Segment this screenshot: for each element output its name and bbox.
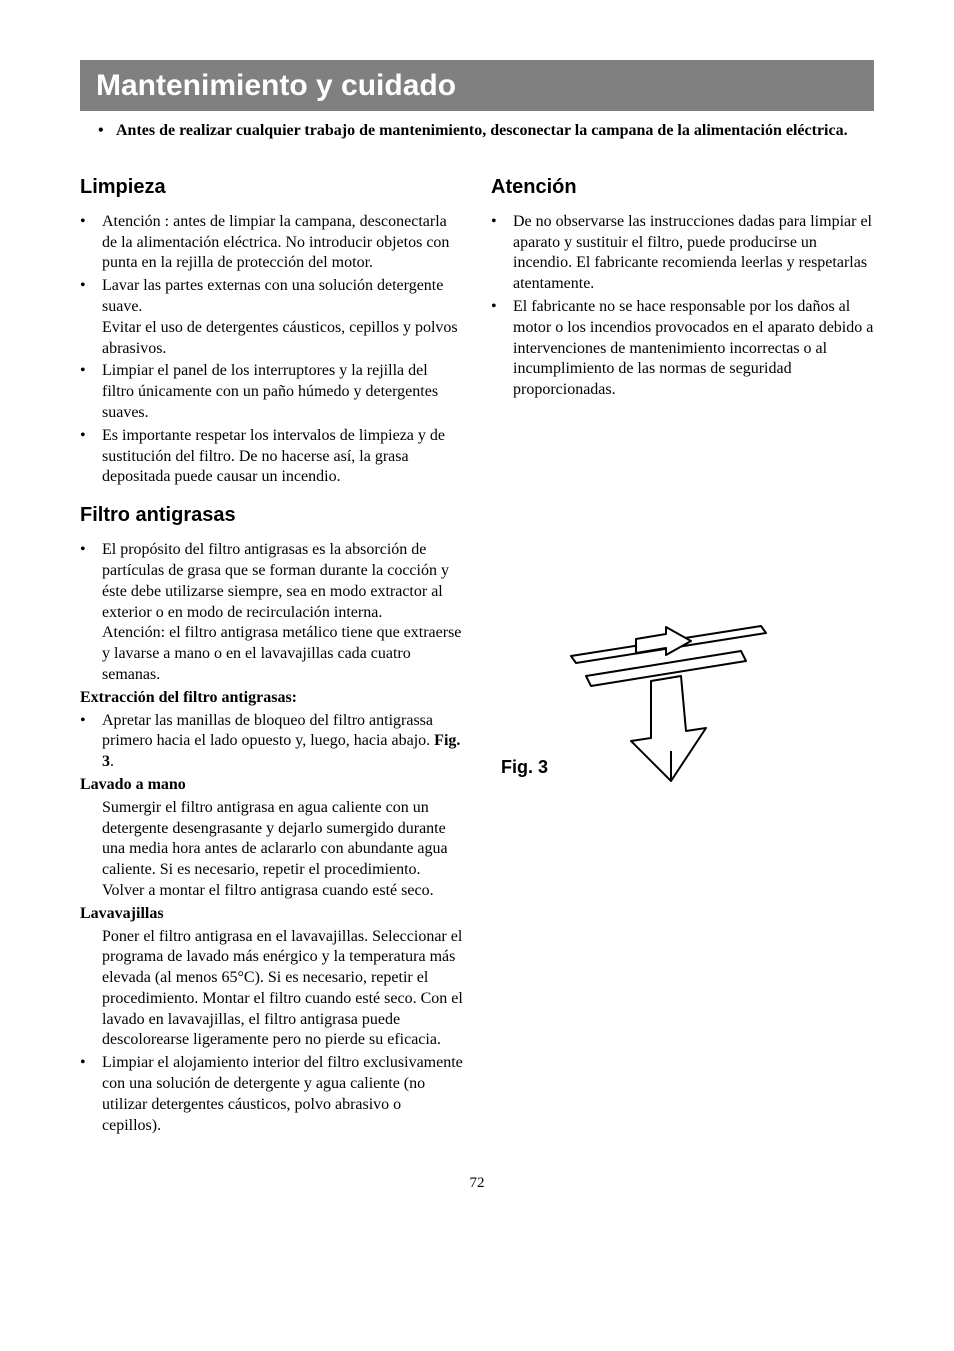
- list-item: • El propósito del filtro antigrasas es …: [80, 540, 463, 686]
- lavado-heading: Lavado a mano: [80, 775, 463, 796]
- intro-text: Antes de realizar cualquier trabajo de m…: [116, 121, 848, 142]
- bullet-dot: •: [80, 711, 102, 773]
- lavavajillas-text: Poner el filtro antigrasa en el lavavaji…: [80, 927, 463, 1052]
- limpieza-item: Limpiar el panel de los interruptores y …: [102, 361, 463, 423]
- filtro-intro: El propósito del filtro antigrasas es la…: [102, 540, 463, 686]
- figure-3: Fig. 3: [491, 621, 874, 801]
- extraccion-text: Apretar las manillas de bloqueo del filt…: [102, 711, 463, 773]
- bullet-dot: •: [491, 212, 513, 295]
- figure-label: Fig. 3: [501, 756, 548, 779]
- list-item: • Lavar las partes externas con una solu…: [80, 276, 463, 359]
- atencion-list: • De no observarse las instrucciones dad…: [491, 212, 874, 401]
- list-item: • De no observarse las instrucciones dad…: [491, 212, 874, 295]
- lavavajillas-heading: Lavavajillas: [80, 904, 463, 925]
- list-item: • El fabricante no se hace responsable p…: [491, 297, 874, 401]
- bullet-dot: •: [80, 361, 102, 423]
- page-title-bar: Mantenimiento y cuidado: [80, 60, 874, 111]
- right-column: Atención • De no observarse las instrucc…: [491, 160, 874, 1139]
- content-columns: Limpieza • Atención : antes de limpiar l…: [80, 160, 874, 1139]
- lavado-text: Sumergir el filtro antigrasa en agua cal…: [80, 798, 463, 902]
- intro-warning: • Antes de realizar cualquier trabajo de…: [80, 121, 874, 142]
- extraccion-heading: Extracción del filtro antigrasas:: [80, 688, 463, 709]
- limpiar-list: • Limpiar el alojamiento interior del fi…: [80, 1053, 463, 1136]
- bullet-dot: •: [80, 276, 102, 359]
- list-item: • Apretar las manillas de bloqueo del fi…: [80, 711, 463, 773]
- filtro-intro-list: • El propósito del filtro antigrasas es …: [80, 540, 463, 686]
- list-item: • Limpiar el alojamiento interior del fi…: [80, 1053, 463, 1136]
- filtro-heading: Filtro antigrasas: [80, 502, 463, 528]
- bullet-dot: •: [98, 121, 116, 142]
- list-item: • Limpiar el panel de los interruptores …: [80, 361, 463, 423]
- list-item: • Atención : antes de limpiar la campana…: [80, 212, 463, 274]
- bullet-dot: •: [80, 426, 102, 488]
- bullet-dot: •: [80, 540, 102, 686]
- left-column: Limpieza • Atención : antes de limpiar l…: [80, 160, 463, 1139]
- atencion-item: El fabricante no se hace responsable por…: [513, 297, 874, 401]
- extraccion-body: Apretar las manillas de bloqueo del filt…: [102, 712, 434, 750]
- limpieza-heading: Limpieza: [80, 174, 463, 200]
- bullet-dot: •: [491, 297, 513, 401]
- extraccion-list: • Apretar las manillas de bloqueo del fi…: [80, 711, 463, 773]
- page-number: 72: [80, 1174, 874, 1194]
- bullet-dot: •: [80, 212, 102, 274]
- page-title: Mantenimiento y cuidado: [96, 66, 858, 105]
- filter-diagram-icon: [531, 621, 791, 801]
- limpiar-text: Limpiar el alojamiento interior del filt…: [102, 1053, 463, 1136]
- limpieza-item: Lavar las partes externas con una soluci…: [102, 276, 463, 359]
- list-item: • Es importante respetar los intervalos …: [80, 426, 463, 488]
- atencion-heading: Atención: [491, 174, 874, 200]
- atencion-item: De no observarse las instrucciones dadas…: [513, 212, 874, 295]
- limpieza-item: Atención : antes de limpiar la campana, …: [102, 212, 463, 274]
- bullet-dot: •: [80, 1053, 102, 1136]
- limpieza-list: • Atención : antes de limpiar la campana…: [80, 212, 463, 488]
- limpieza-item: Es importante respetar los intervalos de…: [102, 426, 463, 488]
